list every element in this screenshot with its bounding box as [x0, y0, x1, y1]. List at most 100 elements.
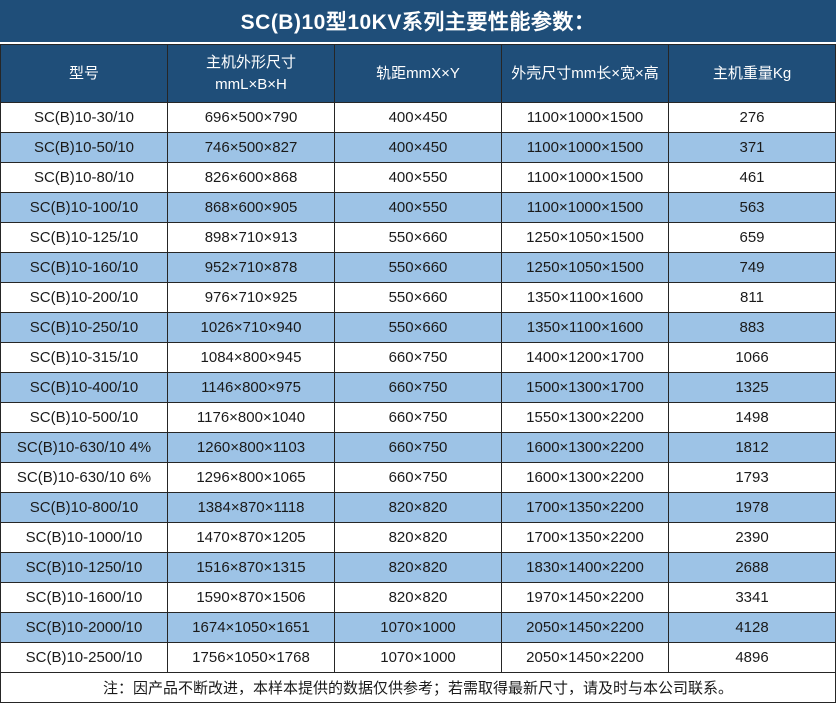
cell-unit-dimensions: 826×600×868 — [167, 162, 335, 193]
cell-track-gauge: 820×820 — [334, 582, 502, 613]
cell-track-gauge: 400×450 — [334, 132, 502, 163]
table-row: SC(B)10-2000/10 1674×1050×1651 1070×1000 20… — [0, 612, 836, 643]
table-row: SC(B)10-100/10 868×600×905 400×550 1100×100… — [0, 192, 836, 223]
cell-shell-dimensions: 1100×1000×1500 — [501, 162, 669, 193]
cell-track-gauge: 1070×1000 — [334, 642, 502, 673]
cell-unit-dimensions: 1176×800×1040 — [167, 402, 335, 433]
table-row: SC(B)10-200/10 976×710×925 550×660 1350×110… — [0, 282, 836, 313]
column-header-label: 型号 — [68, 64, 99, 82]
table-row: SC(B)10-50/10 746×500×827 400×450 1100×1000… — [0, 132, 836, 163]
cell-shell-dimensions: 1500×1300×1700 — [501, 372, 669, 403]
cell-unit-dimensions: 898×710×913 — [167, 222, 335, 253]
table-row: SC(B)10-1600/10 1590×870×1506 820×820 1970×… — [0, 582, 836, 613]
cell-shell-dimensions: 1100×1000×1500 — [501, 102, 669, 133]
cell-unit-dimensions: 1384×870×1118 — [167, 492, 335, 523]
cell-model: SC(B)10-1600/10 — [0, 582, 168, 613]
cell-weight: 1793 — [668, 462, 836, 493]
cell-unit-dimensions: 976×710×925 — [167, 282, 335, 313]
table-row: SC(B)10-80/10 826×600×868 400×550 1100×1000… — [0, 162, 836, 193]
cell-weight: 811 — [668, 282, 836, 313]
cell-track-gauge: 820×820 — [334, 492, 502, 523]
cell-model: SC(B)10-630/10 6% — [0, 462, 168, 493]
column-header-label: 主机重量Kg — [712, 64, 792, 82]
cell-weight: 1978 — [668, 492, 836, 523]
cell-weight: 4128 — [668, 612, 836, 643]
column-header-unit-dimensions: 主机外形尺寸 mmL×B×H — [167, 44, 335, 103]
cell-model: SC(B)10-630/10 4% — [0, 432, 168, 463]
cell-shell-dimensions: 1700×1350×2200 — [501, 522, 669, 553]
table-row: SC(B)10-500/10 1176×800×1040 660×750 1550×1… — [0, 402, 836, 433]
cell-model: SC(B)10-80/10 — [0, 162, 168, 193]
cell-track-gauge: 400×550 — [334, 162, 502, 193]
cell-track-gauge: 820×820 — [334, 552, 502, 583]
cell-weight: 883 — [668, 312, 836, 343]
cell-unit-dimensions: 868×600×905 — [167, 192, 335, 223]
cell-weight: 749 — [668, 252, 836, 283]
table-row: SC(B)10-125/10 898×710×913 550×660 1250×105… — [0, 222, 836, 253]
cell-track-gauge: 820×820 — [334, 522, 502, 553]
column-header-sublabel: mmL×B×H — [215, 75, 287, 93]
cell-track-gauge: 550×660 — [334, 282, 502, 313]
cell-model: SC(B)10-100/10 — [0, 192, 168, 223]
cell-shell-dimensions: 1250×1050×1500 — [501, 222, 669, 253]
table-footer: 注：因产品不断改进，本样本提供的数据仅供参考；若需取得最新尺寸，请及时与本公司联… — [0, 672, 836, 703]
cell-track-gauge: 400×450 — [334, 102, 502, 133]
cell-unit-dimensions: 1146×800×975 — [167, 372, 335, 403]
cell-model: SC(B)10-50/10 — [0, 132, 168, 163]
cell-weight: 1812 — [668, 432, 836, 463]
cell-unit-dimensions: 1590×870×1506 — [167, 582, 335, 613]
cell-model: SC(B)10-2500/10 — [0, 642, 168, 673]
cell-model: SC(B)10-500/10 — [0, 402, 168, 433]
cell-weight: 563 — [668, 192, 836, 223]
table-header: 型号 主机外形尺寸 mmL×B×H 轨距mmX×Y 外壳尺寸mm长×宽×高 主机… — [0, 44, 836, 103]
cell-weight: 2688 — [668, 552, 836, 583]
column-header-weight: 主机重量Kg — [668, 44, 836, 103]
note-row: 注：因产品不断改进，本样本提供的数据仅供参考；若需取得最新尺寸，请及时与本公司联… — [0, 672, 836, 703]
cell-weight: 1498 — [668, 402, 836, 433]
cell-shell-dimensions: 1600×1300×2200 — [501, 432, 669, 463]
cell-unit-dimensions: 1516×870×1315 — [167, 552, 335, 583]
table-row: SC(B)10-1000/10 1470×870×1205 820×820 1700×… — [0, 522, 836, 553]
cell-unit-dimensions: 952×710×878 — [167, 252, 335, 283]
table-row: SC(B)10-315/10 1084×800×945 660×750 1400×12… — [0, 342, 836, 373]
cell-shell-dimensions: 2050×1450×2200 — [501, 642, 669, 673]
cell-weight: 1066 — [668, 342, 836, 373]
column-header-label: 主机外形尺寸 — [205, 53, 296, 71]
cell-shell-dimensions: 1400×1200×1700 — [501, 342, 669, 373]
cell-model: SC(B)10-800/10 — [0, 492, 168, 523]
column-header-shell-dimensions: 外壳尺寸mm长×宽×高 — [501, 44, 669, 103]
cell-shell-dimensions: 1830×1400×2200 — [501, 552, 669, 583]
cell-model: SC(B)10-2000/10 — [0, 612, 168, 643]
cell-model: SC(B)10-200/10 — [0, 282, 168, 313]
column-header-label: 轨距mmX×Y — [376, 64, 460, 82]
cell-track-gauge: 400×550 — [334, 192, 502, 223]
cell-weight: 2390 — [668, 522, 836, 553]
cell-weight: 3341 — [668, 582, 836, 613]
table-body: SC(B)10-30/10 696×500×790 400×450 1100×1000… — [0, 102, 836, 673]
table-row: SC(B)10-630/10 4% 1260×800×1103 660×750 160… — [0, 432, 836, 463]
table-row: SC(B)10-2500/10 1756×1050×1768 1070×1000 20… — [0, 642, 836, 673]
cell-unit-dimensions: 1756×1050×1768 — [167, 642, 335, 673]
cell-shell-dimensions: 1100×1000×1500 — [501, 132, 669, 163]
cell-shell-dimensions: 1250×1050×1500 — [501, 252, 669, 283]
table-row: SC(B)10-400/10 1146×800×975 660×750 1500×13… — [0, 372, 836, 403]
column-header-track-gauge: 轨距mmX×Y — [334, 44, 502, 103]
cell-unit-dimensions: 746×500×827 — [167, 132, 335, 163]
table-row: SC(B)10-30/10 696×500×790 400×450 1100×1000… — [0, 102, 836, 133]
cell-track-gauge: 660×750 — [334, 372, 502, 403]
cell-shell-dimensions: 1970×1450×2200 — [501, 582, 669, 613]
cell-unit-dimensions: 1084×800×945 — [167, 342, 335, 373]
cell-weight: 659 — [668, 222, 836, 253]
cell-weight: 461 — [668, 162, 836, 193]
cell-track-gauge: 550×660 — [334, 222, 502, 253]
cell-model: SC(B)10-30/10 — [0, 102, 168, 133]
cell-model: SC(B)10-160/10 — [0, 252, 168, 283]
cell-unit-dimensions: 1026×710×940 — [167, 312, 335, 343]
column-header-model: 型号 — [0, 44, 168, 103]
table-row: SC(B)10-630/10 6% 1296×800×1065 660×750 160… — [0, 462, 836, 493]
header-row: 型号 主机外形尺寸 mmL×B×H 轨距mmX×Y 外壳尺寸mm长×宽×高 主机… — [0, 44, 836, 103]
cell-unit-dimensions: 1470×870×1205 — [167, 522, 335, 553]
cell-shell-dimensions: 2050×1450×2200 — [501, 612, 669, 643]
cell-unit-dimensions: 1674×1050×1651 — [167, 612, 335, 643]
cell-model: SC(B)10-1250/10 — [0, 552, 168, 583]
